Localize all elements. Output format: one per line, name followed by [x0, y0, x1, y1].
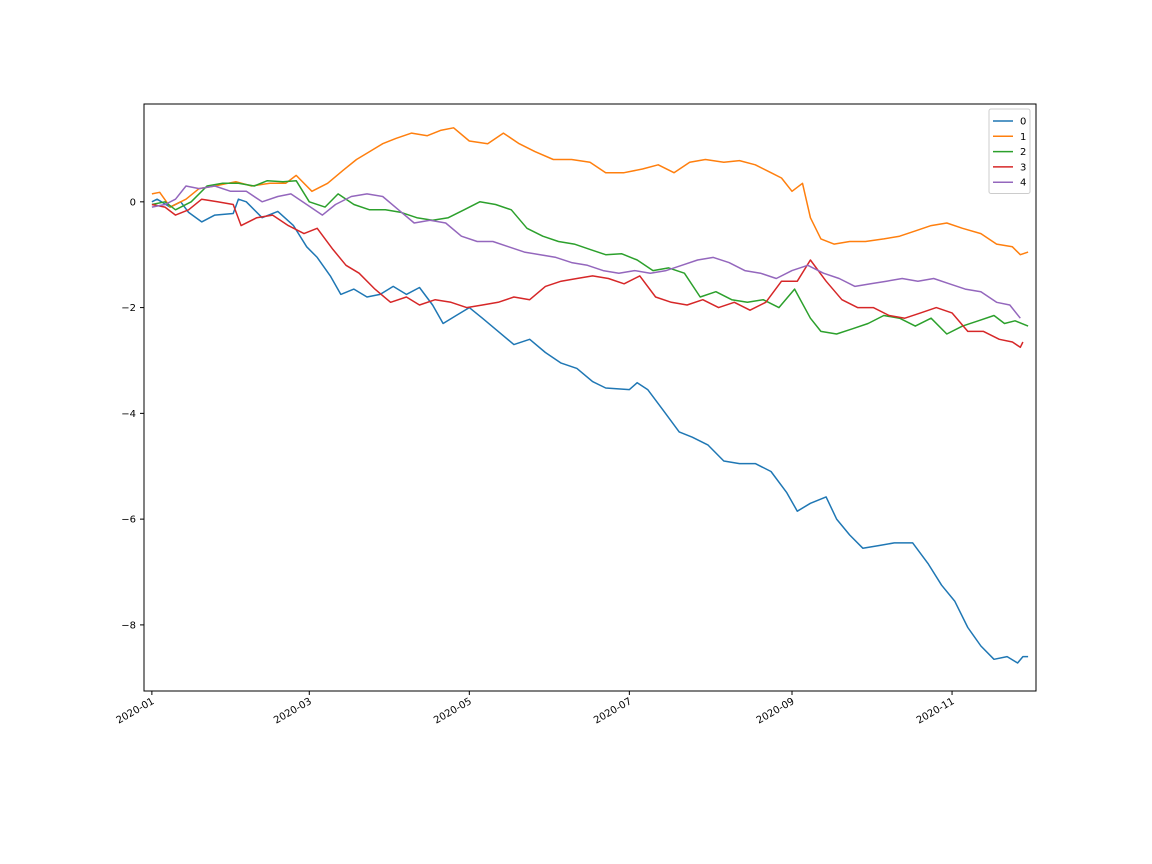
legend-label-3: 3	[1020, 162, 1026, 173]
series-line-0	[151, 198, 1029, 664]
plot-lines	[151, 127, 1029, 664]
series-line-4	[151, 185, 1021, 319]
legend-label-1: 1	[1020, 132, 1026, 143]
legend-label-4: 4	[1020, 178, 1026, 189]
legend-label-2: 2	[1020, 147, 1026, 158]
axes-frame	[143, 103, 1037, 692]
legend: 0 1 2 3 4	[988, 108, 1031, 194]
y-tick-label: −2	[121, 303, 136, 314]
y-axis: 0 −2 −4 −6 −8	[121, 197, 144, 631]
y-tick-label: −4	[121, 409, 136, 420]
series-line-2	[151, 179, 1029, 335]
y-tick-label: −8	[121, 620, 136, 631]
legend-label-0: 0	[1020, 117, 1026, 128]
y-tick-label: 0	[130, 197, 136, 208]
series-line-3	[151, 198, 1024, 349]
y-tick-label: −6	[121, 515, 136, 526]
series-line-1	[151, 127, 1029, 256]
